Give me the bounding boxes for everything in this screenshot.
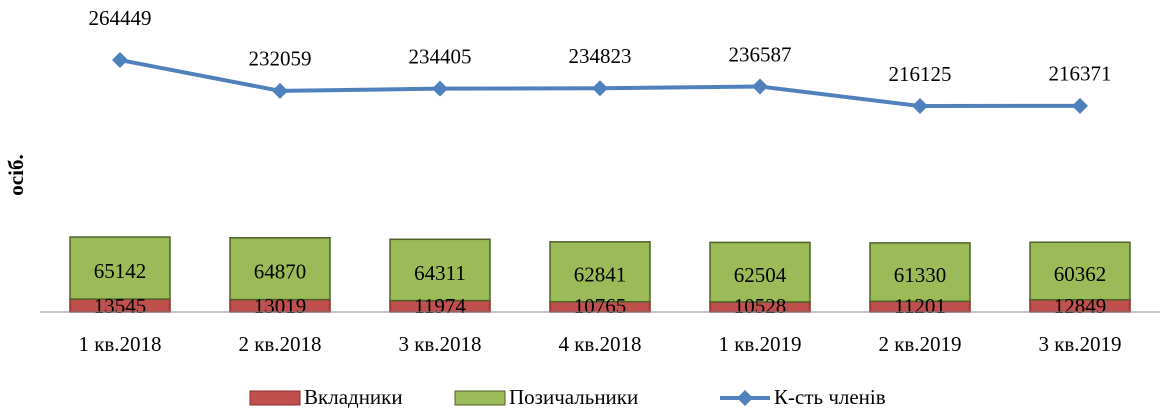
bar [389,238,491,302]
data-label: 11201 [894,294,946,318]
bar [229,237,331,301]
marker [1072,97,1088,114]
data-label: 12849 [1054,294,1107,318]
marker [592,80,608,97]
bar [709,241,811,303]
bar [1029,241,1131,301]
x-tick-label: 2 кв.2019 [878,332,961,356]
data-label: 13019 [254,294,307,318]
legend-swatch [737,390,753,406]
x-tick-label: 2 кв.2018 [238,332,321,356]
data-label: 10528 [734,294,787,318]
data-label: 234405 [409,44,472,68]
legend-label: Позичальники [509,385,638,409]
legend-swatch [454,390,506,406]
data-label: 61330 [894,263,947,287]
data-label: 216125 [889,62,952,86]
x-tick-label: 3 кв.2018 [398,332,481,356]
data-label: 236587 [729,42,792,66]
legend-label: К-сть членів [774,385,886,409]
marker [112,52,128,68]
data-label: 64870 [254,259,307,283]
legend-swatch [249,390,301,406]
x-tick-label: 1 кв.2019 [718,332,801,356]
data-label: 234823 [569,44,632,68]
bar [869,242,971,303]
marker [752,78,768,95]
data-label: 232059 [249,47,312,71]
data-label: 60362 [1054,262,1107,286]
marker [912,98,928,115]
data-label: 264449 [89,6,152,30]
bar [549,241,651,303]
data-label: 64311 [414,261,466,285]
data-label: 10765 [574,294,627,318]
data-label: 62504 [734,263,787,287]
data-label: 216371 [1049,62,1112,86]
data-label: 13545 [94,294,147,318]
x-tick-label: 1 кв.2018 [78,332,161,356]
bar [69,236,171,300]
x-tick-label: 3 кв.2019 [1038,332,1121,356]
marker [272,82,288,99]
data-label: 11974 [414,294,466,318]
x-tick-label: 4 кв.2018 [558,332,641,356]
data-label: 62841 [574,263,627,287]
y-axis-label: осіб. [4,154,28,195]
marker [432,80,448,97]
data-label: 65142 [94,259,147,283]
legend-label: Вкладники [304,385,403,409]
